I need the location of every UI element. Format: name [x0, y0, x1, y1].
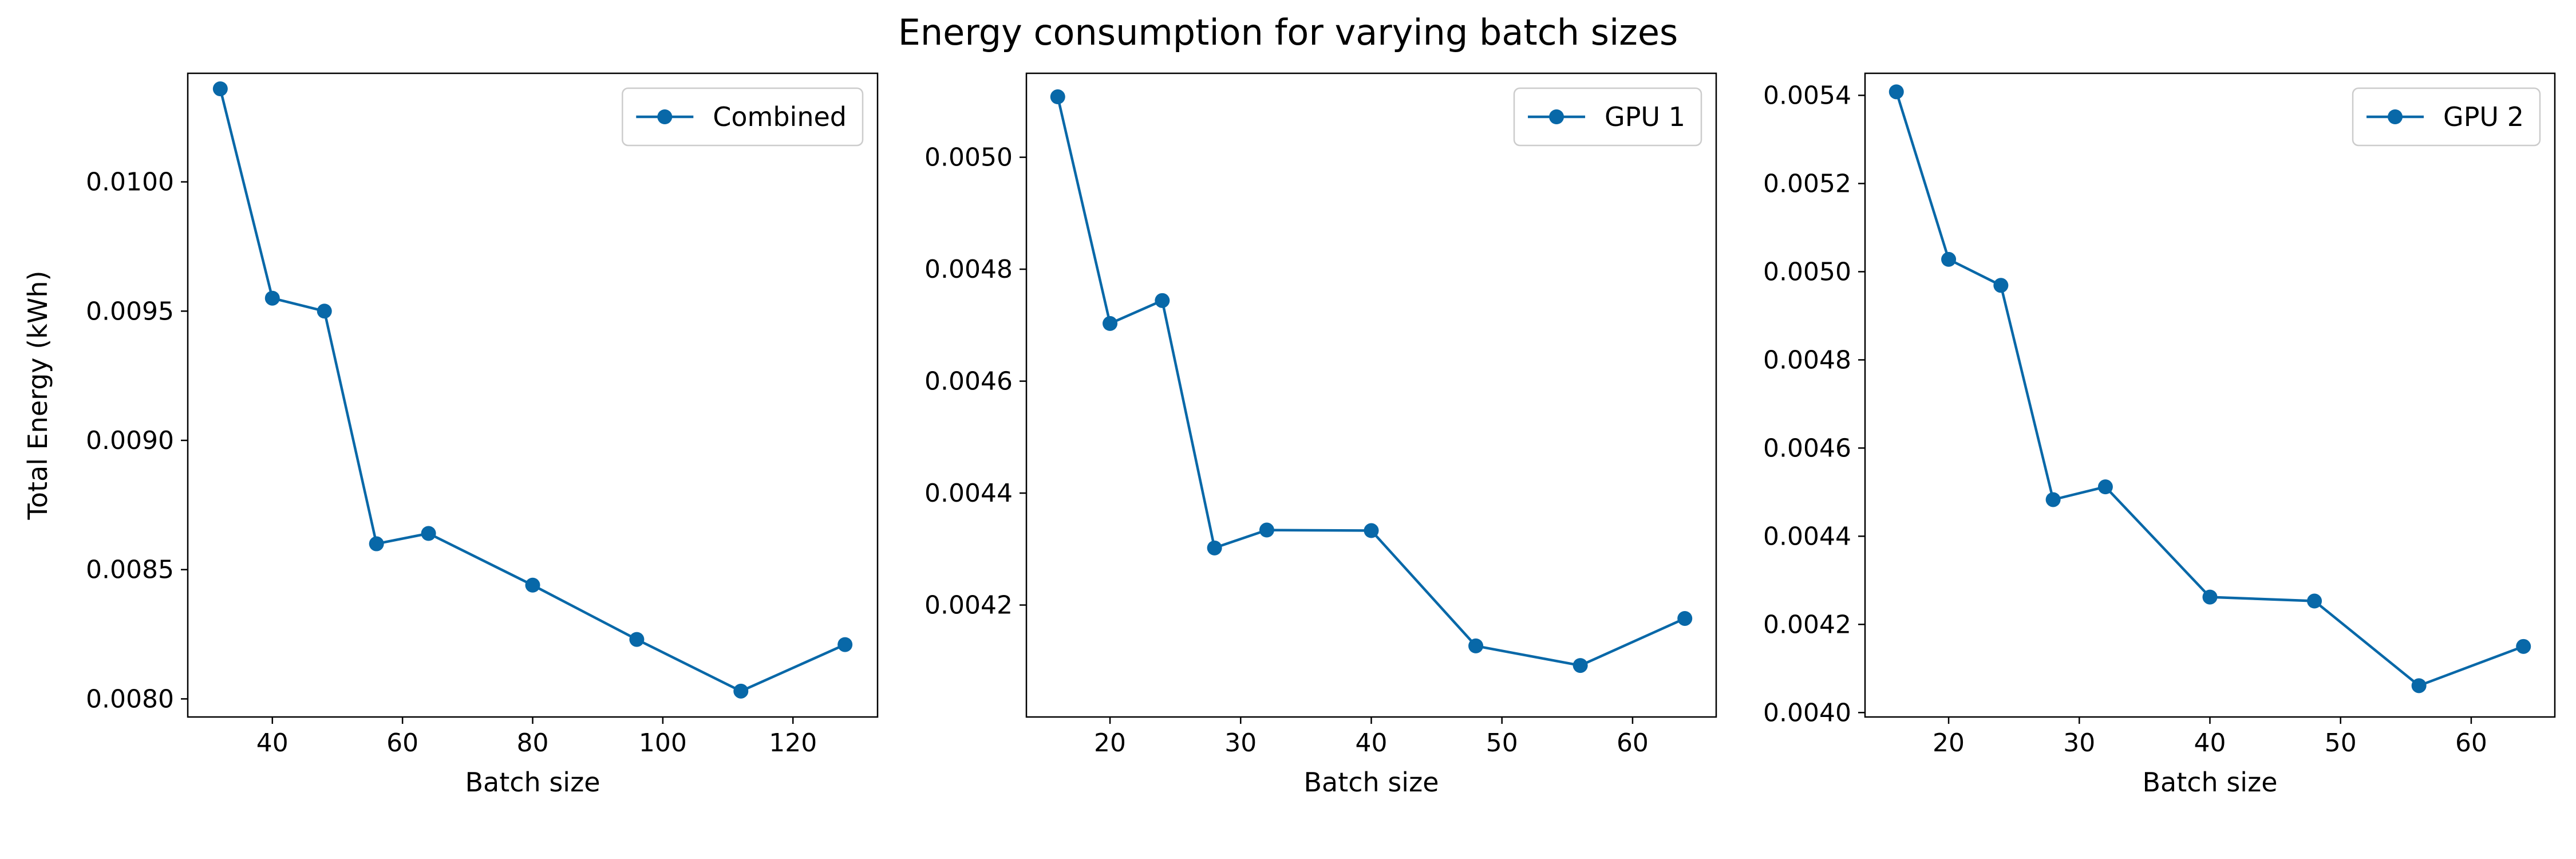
- legend-box: [622, 87, 864, 147]
- data-point: [1468, 638, 1484, 653]
- plot-frame: [1864, 72, 2556, 718]
- data-point: [2045, 492, 2061, 507]
- data-point: [1259, 522, 1274, 538]
- y-tick-label: 0.0044: [924, 479, 1013, 508]
- data-point: [369, 536, 384, 551]
- data-point: [837, 637, 853, 652]
- y-tick-label: 0.0050: [924, 143, 1013, 172]
- legend-box: [1513, 87, 1702, 147]
- x-tick-label: 50: [1486, 728, 1518, 758]
- legend-label: Combined: [713, 101, 847, 132]
- legend: Combined: [622, 87, 864, 147]
- chart-panel-1: 40 60 80 100 120 0.0080 0.0085 0.0090 0.0095 0.01…: [22, 72, 879, 798]
- legend-marker: [1549, 109, 1564, 124]
- data-point: [1207, 540, 1222, 555]
- data-point: [1103, 316, 1118, 331]
- x-tick-label: 60: [386, 728, 418, 758]
- x-tick-label: 20: [1094, 728, 1126, 758]
- x-tick-label: 20: [1933, 728, 1965, 758]
- x-axis-label: Batch size: [2142, 767, 2277, 798]
- plot-frame: [187, 72, 879, 718]
- x-tick-label: 40: [256, 728, 289, 758]
- chart-panel-3: 20 30 40 50 60 0.0040 0.0042 0.0044 0.0046 0.0048…: [1763, 72, 2556, 798]
- y-tick-label: 0.0042: [1763, 610, 1851, 639]
- legend-marker: [657, 109, 673, 124]
- data-point: [2411, 678, 2427, 693]
- panels: 40 60 80 100 120 0.0080 0.0085 0.0090 0.0095 0.01…: [22, 72, 2556, 798]
- data-point: [1993, 278, 2009, 293]
- x-tick-label: 30: [1224, 728, 1257, 758]
- data-point: [1888, 84, 1904, 100]
- data-point: [525, 577, 540, 593]
- data-point: [2202, 589, 2218, 605]
- series-line: [1056, 96, 1686, 667]
- y-tick-label: 0.0048: [924, 255, 1013, 284]
- x-tick-label: 100: [639, 728, 687, 758]
- y-tick-label: 0.0048: [1763, 345, 1851, 375]
- y-tick-label: 0.0085: [86, 555, 174, 585]
- figure-title: Energy consumption for varying batch siz…: [898, 11, 1678, 53]
- data-point: [629, 632, 645, 647]
- data-point: [2307, 593, 2322, 609]
- legend-label: GPU 2: [2443, 101, 2524, 132]
- data-point: [421, 526, 436, 541]
- y-axis-label: Total Energy (kWh): [22, 271, 53, 521]
- data-point: [212, 81, 228, 97]
- y-tick-label: 0.0046: [924, 367, 1013, 396]
- y-tick-label: 0.0054: [1763, 81, 1851, 110]
- data-point: [1050, 89, 1065, 105]
- x-tick-label: 60: [2455, 728, 2487, 758]
- data-point: [1573, 658, 1588, 673]
- data-point: [1155, 293, 1170, 308]
- data-point: [733, 683, 749, 699]
- y-tick-label: 0.0080: [86, 684, 174, 714]
- data-point: [1941, 251, 1957, 267]
- y-tick-label: 0.0052: [1763, 169, 1851, 198]
- legend: GPU 1: [1513, 87, 1702, 147]
- x-tick-label: 40: [1356, 728, 1388, 758]
- data-point: [2516, 639, 2531, 654]
- data-point: [264, 290, 280, 306]
- x-axis-label: Batch size: [1303, 767, 1439, 798]
- x-tick-label: 50: [2325, 728, 2357, 758]
- legend-box: [2352, 87, 2541, 147]
- y-tick-label: 0.0050: [1763, 257, 1851, 286]
- x-tick-label: 60: [1617, 728, 1649, 758]
- legend-label: GPU 1: [1605, 101, 1685, 132]
- y-tick-label: 0.0040: [1763, 698, 1851, 727]
- y-tick-label: 0.0100: [86, 168, 174, 197]
- data-point: [1364, 523, 1379, 538]
- x-axis-label: Batch size: [465, 767, 600, 798]
- x-tick-label: 40: [2194, 728, 2226, 758]
- legend-marker: [2388, 109, 2403, 124]
- y-tick-label: 0.0090: [86, 426, 174, 455]
- chart-panel-2: 20 30 40 50 60 0.0042 0.0044 0.0046 0.0048 0.0050…: [924, 72, 1717, 798]
- series-line: [219, 88, 846, 693]
- plot-frame: [1025, 72, 1717, 718]
- data-point: [1677, 610, 1693, 626]
- x-tick-label: 30: [2063, 728, 2095, 758]
- y-tick-label: 0.0095: [86, 297, 174, 326]
- x-tick-label: 120: [769, 728, 817, 758]
- data-point: [2097, 479, 2113, 495]
- y-tick-label: 0.0042: [924, 591, 1013, 620]
- x-tick-label: 80: [517, 728, 549, 758]
- y-tick-label: 0.0046: [1763, 434, 1851, 463]
- legend: GPU 2: [2352, 87, 2541, 147]
- data-point: [317, 304, 332, 319]
- y-tick-label: 0.0044: [1763, 522, 1851, 551]
